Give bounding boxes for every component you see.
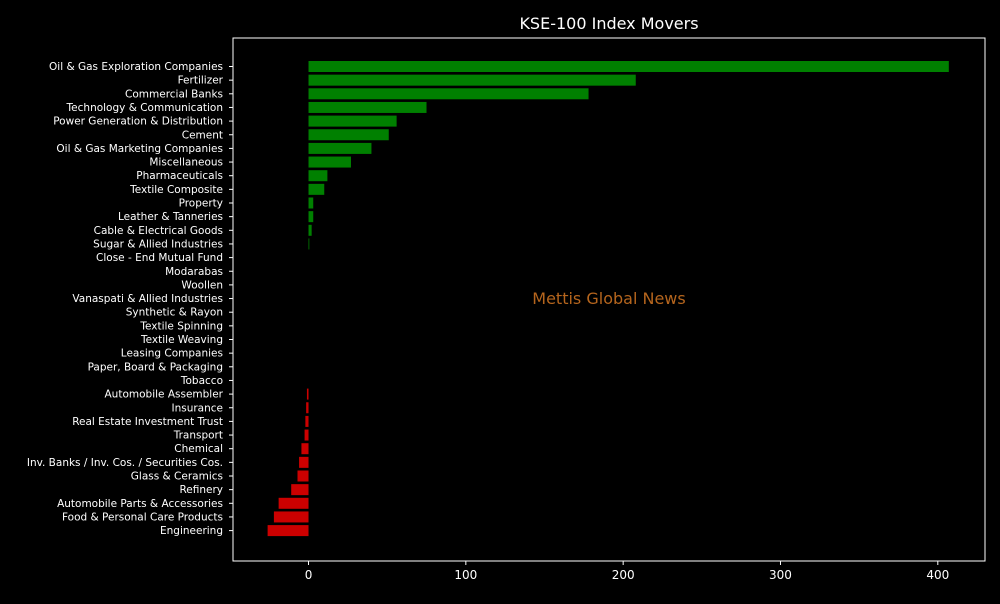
y-tick-label: Technology & Communication xyxy=(66,102,223,114)
x-tick-label: 300 xyxy=(769,568,792,582)
y-tick-labels: Oil & Gas Exploration Companies Fertilize… xyxy=(27,61,233,537)
y-tick-label: Miscellaneous xyxy=(149,157,223,169)
y-tick-label: Vanaspati & Allied Industries xyxy=(72,293,223,305)
bar-leather-tanneries xyxy=(308,211,314,223)
y-tick-label: Oil & Gas Marketing Companies xyxy=(56,143,223,155)
y-tick-label: Commercial Banks xyxy=(125,88,223,100)
y-tick-label: Inv. Banks / Inv. Cos. / Securities Cos. xyxy=(27,457,223,469)
bar-automobile-assembler xyxy=(306,388,309,400)
y-tick-label: Leather & Tanneries xyxy=(118,211,223,223)
watermark: Mettis Global News xyxy=(532,289,685,308)
bar-cement xyxy=(308,129,389,141)
y-tick-label: Cable & Electrical Goods xyxy=(94,225,223,237)
y-tick-label: Woollen xyxy=(181,279,223,291)
y-tick-label: Pharmaceuticals xyxy=(136,170,223,182)
y-tick-label: Power Generation & Distribution xyxy=(53,116,223,128)
bar-property xyxy=(308,197,314,209)
bar-insurance xyxy=(306,402,309,414)
y-tick-label: Insurance xyxy=(171,402,223,414)
bar-transport xyxy=(304,429,309,441)
y-tick-label: Engineering xyxy=(160,525,223,537)
y-tick-label: Real Estate Investment Trust xyxy=(72,416,223,428)
x-tick-label: 400 xyxy=(926,568,949,582)
bar-inv-banks-inv-cos-securities-cos xyxy=(299,456,309,468)
bar-oil-gas-exploration-companies xyxy=(308,61,949,72)
bar-real-estate-investment-trust xyxy=(305,415,309,427)
x-tick-label: 100 xyxy=(454,568,477,582)
bar-commercial-banks xyxy=(308,88,589,100)
bar-refinery xyxy=(291,484,309,496)
bar-technology-communication xyxy=(308,101,427,113)
y-tick-label: Automobile Assembler xyxy=(105,389,224,401)
y-tick-label: Modarabas xyxy=(165,266,223,278)
bar-cable-electrical-goods xyxy=(308,224,312,236)
x-tick-label: 0 xyxy=(305,568,313,582)
bar-sugar-allied-industries xyxy=(308,238,310,250)
bar-engineering xyxy=(267,525,309,537)
bar-power-generation-distribution xyxy=(308,115,397,127)
y-tick-label: Refinery xyxy=(179,484,223,496)
y-tick-label: Oil & Gas Exploration Companies xyxy=(49,61,223,73)
chart-title: KSE-100 Index Movers xyxy=(519,14,698,33)
y-tick-label: Textile Composite xyxy=(129,184,223,196)
y-tick-label: Transport xyxy=(173,430,223,442)
y-tick-label: Fertilizer xyxy=(178,75,224,87)
y-tick-label: Synthetic & Rayon xyxy=(126,307,223,319)
x-ticks: 0 100 200 300 400 xyxy=(305,561,949,582)
bar-fertilizer xyxy=(308,74,636,86)
y-tick-label: Leasing Companies xyxy=(121,348,223,360)
y-tick-label: Cement xyxy=(182,129,223,141)
y-tick-label: Textile Weaving xyxy=(140,334,223,346)
bar-oil-gas-marketing-companies xyxy=(308,142,372,154)
bar-food-personal-care-products xyxy=(273,511,309,523)
bar-pharmaceuticals xyxy=(308,170,328,182)
y-tick-label: Glass & Ceramics xyxy=(131,471,223,483)
y-tick-label: Close - End Mutual Fund xyxy=(96,252,223,264)
y-tick-label: Tobacco xyxy=(180,375,223,387)
y-tick-label: Textile Spinning xyxy=(139,320,223,332)
bar-miscellaneous xyxy=(308,156,351,168)
bar-chemical xyxy=(301,443,309,455)
y-tick-label: Paper, Board & Packaging xyxy=(88,361,223,373)
bar-automobile-parts-accessories xyxy=(278,497,309,509)
bars xyxy=(267,61,949,537)
y-tick-label: Chemical xyxy=(174,443,223,455)
y-tick-label: Property xyxy=(179,198,223,210)
bar-textile-composite xyxy=(308,183,325,195)
bar-glass-ceramics xyxy=(297,470,309,482)
x-tick-label: 200 xyxy=(612,568,635,582)
y-tick-label: Food & Personal Care Products xyxy=(62,511,223,523)
y-tick-label: Sugar & Allied Industries xyxy=(93,238,223,250)
y-tick-label: Automobile Parts & Accessories xyxy=(57,498,223,510)
